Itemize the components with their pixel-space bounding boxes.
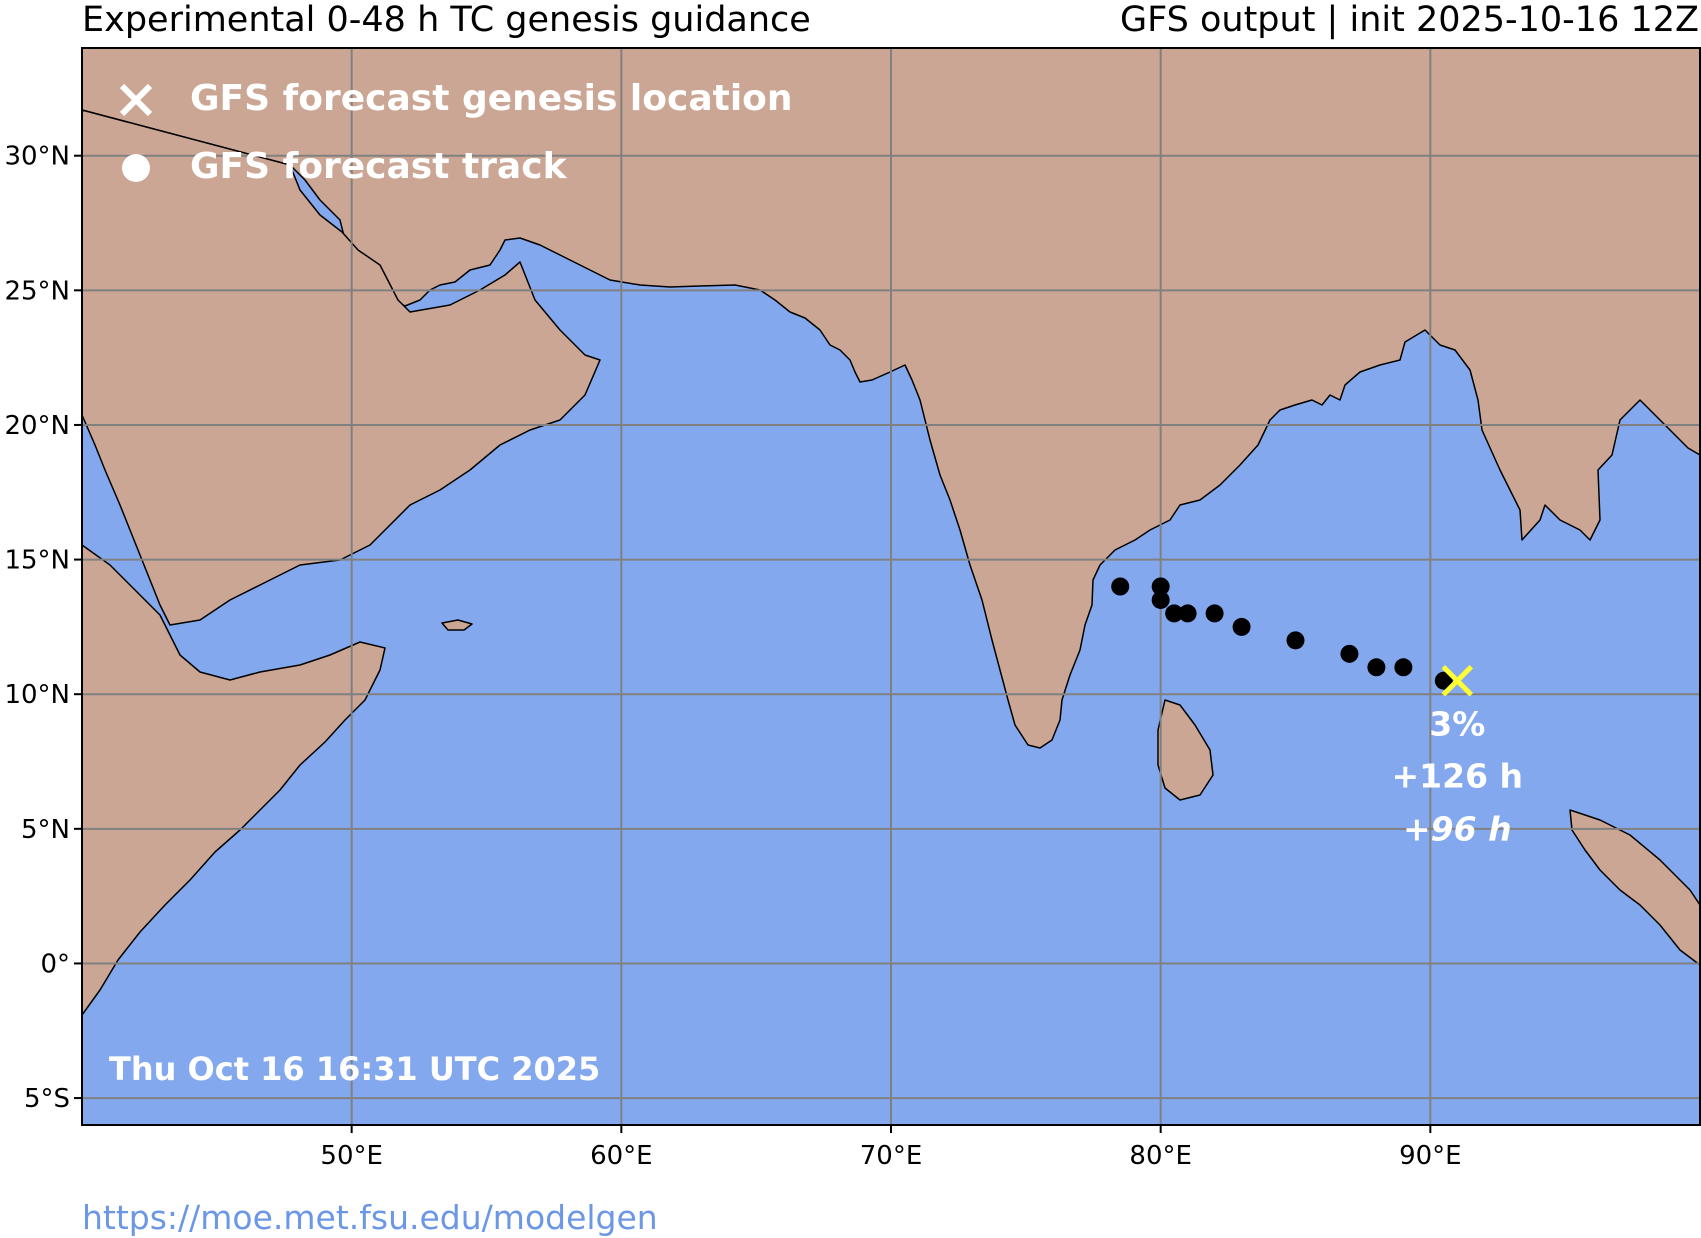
forecast-track: [1111, 577, 1453, 690]
timestamp: Thu Oct 16 16:31 UTC 2025: [109, 1050, 600, 1088]
land-sri-lanka: [1157, 699, 1214, 801]
track-point: [1111, 577, 1130, 596]
land-socotra: [441, 619, 473, 631]
track-point: [1165, 604, 1184, 623]
lon-tick-label: 60°E: [590, 1141, 653, 1171]
map-frame: [81, 47, 1701, 1126]
track-point: [1232, 617, 1251, 636]
lat-tick-label: 20°N: [4, 411, 70, 441]
land-arabia: [81, 109, 601, 626]
map-title: Experimental 0-48 h TC genesis guidance: [82, 0, 811, 40]
legend-track-label: GFS forecast track: [190, 146, 568, 187]
genesis-lead-time-alt: +96 h: [1403, 810, 1512, 849]
lon-tick-label: 50°E: [320, 1141, 383, 1171]
legend: GFS forecast genesis location GFS foreca…: [119, 78, 793, 187]
lon-tick-label: 70°E: [860, 1141, 923, 1171]
model-init-label: GFS output | init 2025-10-16 12Z: [1120, 0, 1699, 40]
lat-tick-label: 15°N: [4, 546, 70, 576]
legend-genesis-icon: [119, 83, 153, 117]
track-point: [1151, 590, 1170, 609]
track-point: [1367, 658, 1386, 677]
land-masses: [81, 47, 1701, 1016]
lat-tick-label: 30°N: [4, 142, 70, 172]
land-sumatra: [1569, 809, 1701, 966]
land-africa: [81, 544, 386, 1016]
graticule: [82, 48, 1700, 1125]
genesis-marker: 3% +126 h +96 h: [1392, 664, 1524, 849]
lat-tick-label: 10°N: [4, 680, 70, 710]
source-link[interactable]: https://moe.met.fsu.edu/modelgen: [82, 1198, 658, 1237]
genesis-x-stroke: [1441, 664, 1474, 697]
genesis-probability: 3%: [1429, 705, 1485, 744]
lon-tick-label: 90°E: [1399, 1141, 1462, 1171]
track-point: [1340, 644, 1359, 663]
lat-tick-label: 5°N: [21, 815, 70, 845]
track-point: [1205, 604, 1224, 623]
genesis-lead-time: +126 h: [1392, 757, 1524, 796]
track-point: [1151, 577, 1170, 596]
legend-genesis-label: GFS forecast genesis location: [190, 78, 793, 119]
track-point: [1394, 658, 1413, 677]
legend-track-icon: [122, 154, 150, 182]
lat-tick-label: 25°N: [4, 276, 70, 306]
track-point: [1434, 671, 1453, 690]
lat-tick-label: 5°S: [24, 1084, 70, 1114]
axis-ticks: 50°E 60°E 70°E 80°E 90°E 30°N 25°N 20°N 15°N 10°N…: [4, 142, 1461, 1171]
track-point: [1286, 631, 1305, 650]
track-point: [1178, 604, 1197, 623]
lat-tick-label: 0°: [40, 949, 70, 979]
lon-tick-label: 80°E: [1129, 1141, 1192, 1171]
